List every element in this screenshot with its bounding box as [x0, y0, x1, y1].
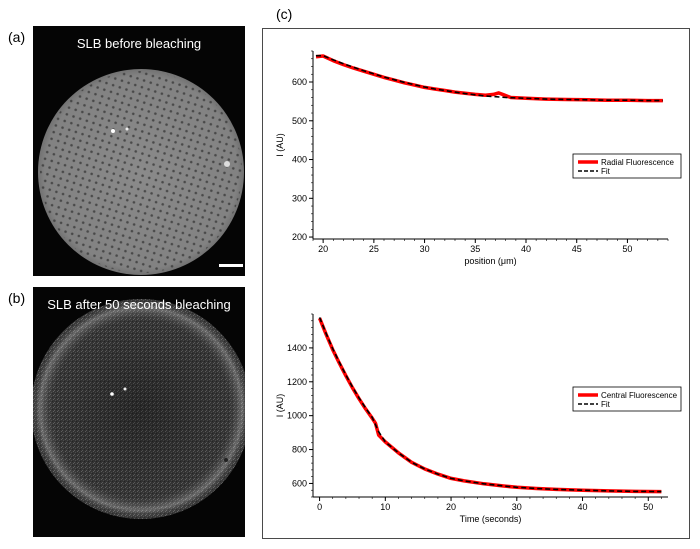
chart1-y-tick-label: 500 — [292, 116, 307, 126]
chart1-x-tick-label: 40 — [521, 244, 531, 254]
central-fluorescence-chart: 0 10 20 30 40 50 600 800 1000 1200 1400 Time (secon… — [275, 313, 682, 524]
chart1-legend-box — [572, 153, 682, 179]
scale-bar — [219, 264, 243, 267]
micrograph-before-bleaching: SLB before bleaching — [33, 26, 245, 276]
micrograph-b-image — [33, 287, 245, 537]
chart2-y-tick-label: 800 — [292, 445, 307, 455]
chart2-y-tick-label: 1200 — [287, 377, 307, 387]
chart1-xlabel: position (μm) — [464, 256, 516, 266]
panel-a-label: (a) — [8, 29, 26, 45]
micrograph-b-title: SLB after 50 seconds bleaching — [47, 297, 231, 312]
chart1-series-fluorescence — [315, 54, 663, 103]
radial-fluorescence-chart: 20 25 30 35 40 45 50 200 300 400 500 600 position (μ… — [275, 50, 682, 266]
chart1-x-tick-label: 35 — [470, 244, 480, 254]
chart1-x-tick-label: 25 — [369, 244, 379, 254]
micrograph-after-bleaching: SLB after 50 seconds bleaching — [33, 287, 245, 537]
chart1-x-tick-label: 30 — [420, 244, 430, 254]
chart1-y-tick-label: 600 — [292, 77, 307, 87]
chart1-y-tick-label: 400 — [292, 155, 307, 165]
chart2-series-fit — [318, 317, 662, 493]
panel-c-label: (c) — [276, 6, 293, 22]
panel-b-label: (b) — [8, 290, 26, 306]
chart2-x-tick-label: 50 — [643, 502, 653, 512]
chart1-y-tick-label: 200 — [292, 232, 307, 242]
chart2-legend-data: Central Fluorescence — [601, 391, 678, 400]
chart2-legend-box — [572, 386, 682, 412]
chart2-y-tick-label: 600 — [292, 478, 307, 488]
chart1-legend-data: Radial Fluorescence — [601, 158, 674, 167]
micrograph-a-title: SLB before bleaching — [76, 36, 202, 51]
chart1-x-tick-label: 45 — [572, 244, 582, 254]
chart1-y-tick-label: 300 — [292, 193, 307, 203]
chart2-x-tick-label: 20 — [446, 502, 456, 512]
chart1-ylabel: I (AU) — [275, 133, 285, 157]
chart1-legend-fit: Fit — [601, 167, 611, 176]
chart2-xlabel: Time (seconds) — [460, 514, 522, 524]
chart1-series-fit — [316, 54, 663, 102]
chart-panel: 20 25 30 35 40 45 50 200 300 400 500 600 position (μ… — [262, 28, 690, 539]
chart2-legend-fit: Fit — [601, 400, 611, 409]
bright-spot — [111, 129, 115, 133]
chart1-x-tick-label: 50 — [622, 244, 632, 254]
chart2-x-tick-label: 40 — [578, 502, 588, 512]
chart1-x-tick-label: 20 — [318, 244, 328, 254]
chart2-x-tick-label: 10 — [380, 502, 390, 512]
chart2-ylabel: I (AU) — [275, 394, 285, 418]
chart2-x-tick-label: 0 — [317, 502, 322, 512]
micrograph-a-image — [33, 26, 245, 276]
chart2-x-tick-label: 30 — [512, 502, 522, 512]
chart2-y-tick-label: 1000 — [287, 411, 307, 421]
chart2-y-tick-label: 1400 — [287, 343, 307, 353]
